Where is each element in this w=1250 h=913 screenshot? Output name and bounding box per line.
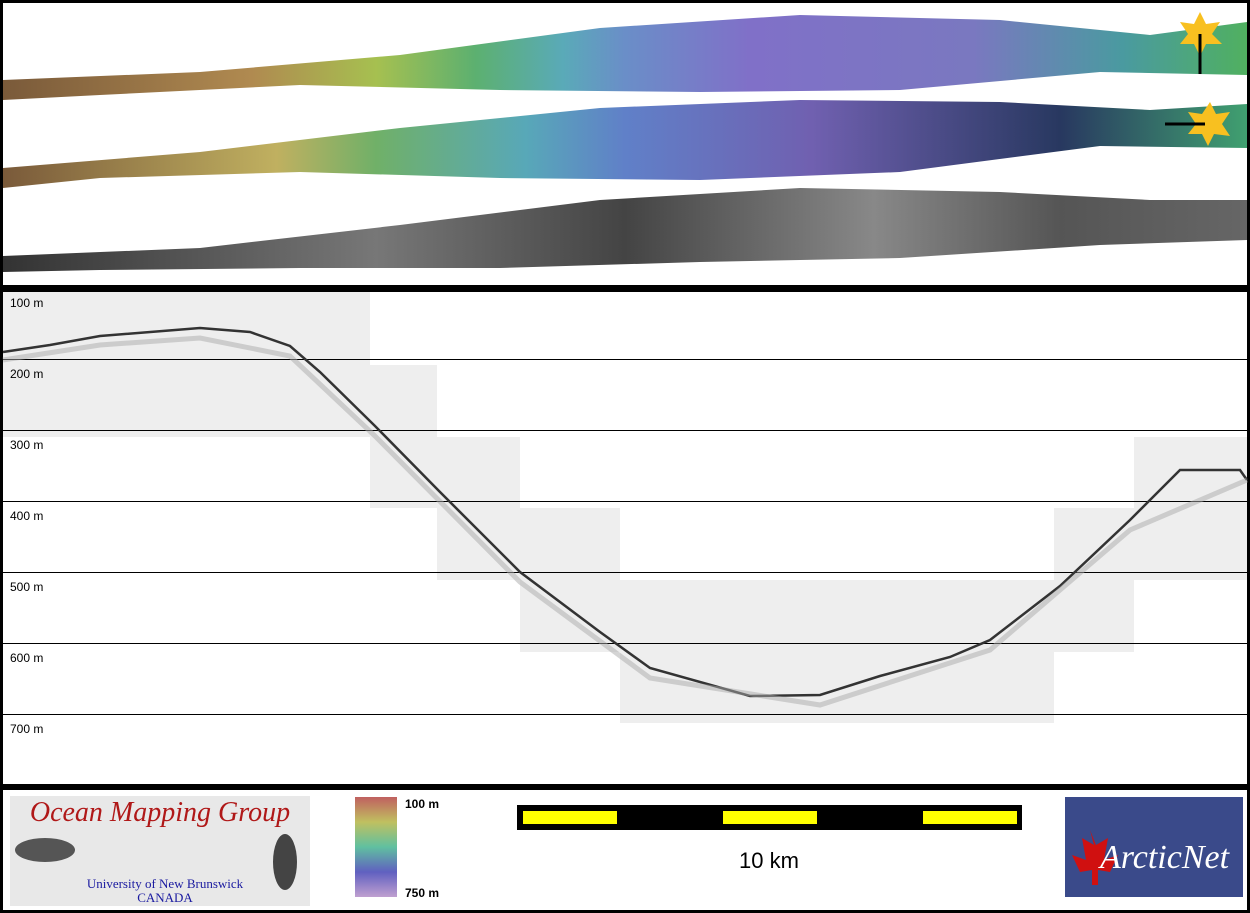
logo-ship bbox=[15, 838, 75, 862]
seafloor-profile bbox=[2, 326, 1249, 698]
colorbar-label: 100 m bbox=[405, 797, 439, 811]
logo-text: University of New Brunswick bbox=[87, 876, 244, 891]
depth-label: 200 m bbox=[10, 367, 43, 381]
colorbar bbox=[355, 797, 397, 897]
logo-text: CANADA bbox=[137, 890, 193, 905]
marker-star bbox=[1188, 102, 1230, 146]
scale-bar-segments bbox=[523, 811, 1017, 824]
colorbar-label: 750 m bbox=[405, 886, 439, 900]
bathymetry-swath bbox=[3, 15, 1247, 100]
backscatter-swath bbox=[3, 100, 1247, 188]
depth-label: 700 m bbox=[10, 722, 43, 736]
depth-label: 500 m bbox=[10, 580, 43, 594]
depth-label: 300 m bbox=[10, 438, 43, 452]
scale-label: 10 km bbox=[739, 848, 799, 873]
logo-ship bbox=[273, 834, 297, 890]
depth-label: 400 m bbox=[10, 509, 43, 523]
depth-label: 100 m bbox=[10, 296, 43, 310]
maple-leaf bbox=[1072, 830, 1118, 885]
logo-title: ArcticNet bbox=[1098, 839, 1231, 876]
logo-title: Ocean Mapping Group bbox=[30, 797, 290, 828]
seafloor-scatter bbox=[2, 335, 1248, 708]
depth-grid bbox=[3, 359, 1247, 715]
depth-label: 600 m bbox=[10, 651, 43, 665]
sidescan-swath bbox=[3, 188, 1247, 272]
